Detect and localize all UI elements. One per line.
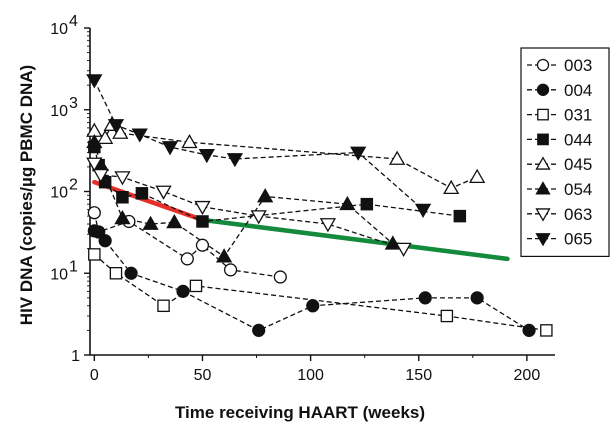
y-tick-label: 10	[50, 21, 68, 38]
data-point-003	[223, 263, 238, 277]
legend-label: 003	[564, 56, 592, 75]
data-point-063	[319, 218, 337, 233]
data-point-054	[257, 188, 274, 203]
data-point-065	[131, 128, 148, 143]
data-point-065	[86, 74, 103, 89]
legend-marker-004	[536, 83, 550, 96]
data-point-063	[250, 210, 267, 225]
series-line-045	[93, 123, 478, 189]
data-point-003	[273, 270, 287, 284]
x-tick-label: 50	[194, 367, 212, 384]
data-point-004	[418, 291, 432, 305]
data-point-065	[414, 203, 432, 218]
data-point-045	[469, 168, 486, 184]
data-point-045	[112, 124, 129, 139]
data-point-063	[194, 200, 211, 216]
y-tick-label: 10	[50, 266, 68, 283]
data-point-054	[86, 133, 103, 149]
legend-marker-054	[535, 181, 551, 195]
data-point-004	[470, 291, 484, 305]
y-tick-exponent: 1	[69, 258, 78, 275]
y-tick-label: 10	[50, 185, 68, 202]
data-point-003	[180, 252, 194, 266]
data-point-003	[195, 238, 210, 252]
x-tick-label: 200	[514, 367, 541, 384]
data-point-004	[176, 284, 190, 298]
data-point-054	[142, 215, 159, 230]
data-point-044	[116, 191, 129, 204]
data-point-063	[395, 242, 412, 257]
legend-marker-003	[536, 58, 550, 72]
legend-label: 065	[564, 230, 592, 249]
data-point-063	[92, 168, 109, 184]
legend-marker-031	[537, 108, 549, 121]
data-point-004	[522, 323, 536, 337]
legend-label: 031	[564, 106, 592, 125]
data-point-044	[453, 209, 467, 223]
data-point-031	[540, 324, 553, 337]
data-point-044	[98, 175, 112, 189]
data-point-054	[166, 213, 183, 229]
legend-label: 063	[564, 205, 592, 224]
data-point-063	[86, 157, 103, 172]
legend-marker-045	[535, 156, 551, 170]
data-point-004	[124, 266, 138, 280]
legend: 003 004 031 044 045 054 063 065	[520, 47, 610, 257]
y-tick-exponent: 4	[69, 13, 78, 30]
y-tick-label: 1	[71, 348, 80, 365]
legend-marker-044	[537, 133, 549, 146]
data-point-031	[88, 248, 101, 261]
y-tick-exponent: 3	[69, 95, 78, 112]
data-point-031	[109, 266, 123, 280]
data-point-065	[350, 146, 367, 161]
y-tick-exponent: 2	[69, 177, 78, 194]
trend-line	[92, 179, 205, 223]
y-tick-label: 10	[50, 103, 68, 120]
legend-label: 054	[564, 180, 592, 199]
legend-marker-063	[535, 208, 551, 222]
x-tick-label: 100	[297, 367, 324, 384]
data-point-031	[189, 279, 203, 293]
x-tick-label: 0	[90, 367, 99, 384]
legend-label: 044	[564, 130, 592, 149]
data-point-031	[157, 299, 170, 313]
series-line-044	[93, 146, 460, 223]
legend-label: 004	[564, 81, 592, 100]
data-point-065	[226, 153, 244, 168]
data-point-045	[388, 150, 406, 165]
data-point-054	[215, 248, 233, 263]
data-point-063	[155, 185, 172, 200]
data-point-054	[339, 195, 356, 211]
data-point-044	[360, 197, 374, 211]
data-point-045	[181, 133, 198, 149]
data-point-004	[92, 225, 106, 239]
x-axis-title: Time receiving HAART (weeks)	[175, 403, 425, 422]
data-point-054	[114, 209, 131, 225]
data-point-044	[135, 187, 149, 200]
y-axis-title: HIV DNA (copies/µg PBMC DNA)	[17, 65, 36, 325]
axis-labels: Time receiving HAART (weeks) HIV DNA (co…	[17, 65, 425, 422]
legend-label: 045	[564, 155, 592, 174]
trend-line	[200, 217, 510, 262]
data-point-045	[97, 129, 114, 144]
legend-marker-065	[535, 233, 551, 247]
series-line-063	[93, 163, 404, 250]
legend-box	[520, 47, 610, 257]
data-point-031	[440, 309, 454, 323]
data-point-004	[252, 323, 266, 337]
data-point-045	[443, 179, 460, 195]
series-line-004	[94, 230, 530, 332]
data-point-004	[306, 299, 320, 313]
data-point-065	[107, 119, 125, 134]
plot-area	[86, 74, 553, 337]
data-point-004	[98, 234, 112, 248]
data-point-065	[198, 149, 215, 164]
data-point-063	[114, 171, 131, 186]
data-point-044	[196, 215, 209, 228]
data-point-065	[161, 141, 179, 156]
data-point-003	[87, 206, 101, 220]
x-tick-label: 150	[405, 367, 432, 384]
